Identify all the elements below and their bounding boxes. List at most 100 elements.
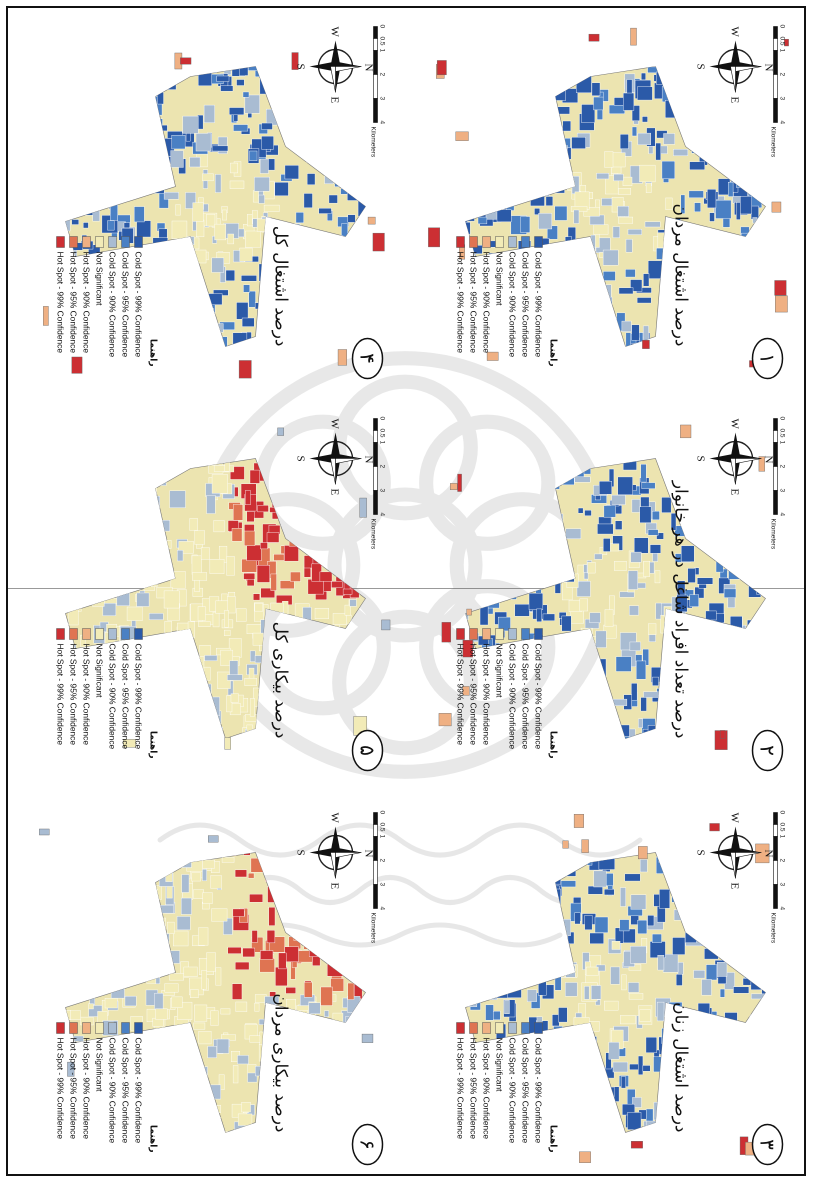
map-block [699, 1095, 713, 1110]
map-block [234, 869, 247, 878]
map-block [136, 901, 147, 915]
scale-unit-label: Kilometers [769, 913, 776, 944]
map-block [713, 1098, 724, 1112]
map-block [222, 1131, 231, 1133]
map-block [67, 563, 81, 580]
legend-swatch [107, 1022, 117, 1034]
map-block [137, 115, 149, 133]
map-block [213, 223, 226, 240]
map-block [723, 588, 736, 598]
map-block [282, 881, 291, 897]
map-block [660, 1028, 668, 1044]
map-block [617, 187, 631, 195]
map-block [170, 996, 182, 1008]
map-block [695, 251, 702, 265]
scale-tick-label: 0 [378, 417, 385, 421]
map-block [65, 124, 69, 142]
map-block [334, 499, 340, 508]
map-block [252, 632, 263, 646]
scale-tick-label: 0.5 [778, 823, 785, 832]
map-block [172, 930, 188, 947]
map-block [760, 982, 765, 996]
map-block [165, 74, 176, 90]
map-block [229, 162, 238, 173]
map-block [671, 889, 678, 903]
map-block [347, 668, 360, 676]
map-block [478, 468, 484, 477]
map-block [187, 621, 195, 638]
legend-item-label: Cold Spot - 99% Confidence [133, 1038, 143, 1144]
map-block [68, 582, 84, 598]
panel-number-badge [751, 337, 783, 379]
map-block [333, 168, 345, 187]
map-block [744, 318, 759, 333]
map-block [296, 243, 308, 260]
map-block [730, 518, 743, 534]
map-block [323, 98, 329, 113]
map-block [713, 1102, 724, 1115]
map-block [344, 87, 359, 103]
scale-tick-label: 0 [778, 24, 785, 28]
legend-swatch [481, 1022, 491, 1034]
map-block [151, 475, 166, 486]
map-block [684, 929, 697, 943]
map-block [527, 185, 538, 198]
map-block [221, 856, 234, 863]
map-block [496, 209, 511, 222]
map-block [197, 69, 212, 86]
map-block [113, 187, 124, 198]
map-block [354, 913, 365, 930]
map-block [560, 880, 576, 888]
map-block [84, 109, 99, 126]
map-block [589, 1047, 595, 1062]
outer-parcel [71, 356, 82, 374]
scale-unit-label: Kilometers [369, 126, 376, 157]
map-block [289, 1076, 300, 1095]
map-block [107, 586, 120, 595]
legend-item-label: Hot Spot - 90% Confidence [481, 644, 491, 746]
compass-n-label: N [762, 63, 774, 71]
map-block [710, 660, 726, 670]
map-block [152, 889, 158, 907]
map-block [232, 504, 243, 521]
legend-swatch [133, 628, 143, 640]
map-block [68, 605, 78, 626]
map-block [212, 611, 219, 628]
map-block [252, 593, 260, 601]
map-block [354, 168, 363, 178]
legend-swatch [481, 628, 491, 640]
map-block [711, 712, 727, 723]
map-block [618, 591, 634, 598]
map-block [203, 655, 217, 661]
legend-item-label: Hot Spot - 99% Confidence [55, 1038, 65, 1140]
map-block [326, 277, 342, 292]
map-block [247, 1127, 257, 1133]
compass-e-label: E [728, 96, 740, 103]
map-block [655, 856, 668, 874]
map-block [350, 870, 363, 878]
legend-swatch [455, 628, 465, 640]
scale-tick-label: 1 [378, 835, 385, 839]
map-block [240, 274, 257, 281]
map-block [565, 857, 575, 867]
map-block [643, 1133, 653, 1139]
map-block [751, 156, 758, 169]
map-block [561, 729, 571, 739]
compass-e-label: E [328, 883, 340, 890]
map-block [527, 898, 538, 910]
map-block [655, 347, 666, 354]
map-block [305, 146, 319, 163]
map-block [571, 716, 577, 729]
map-block [673, 861, 681, 873]
map-block [332, 337, 338, 346]
map-block [65, 565, 69, 578]
map-block [467, 531, 474, 541]
map-block [360, 663, 365, 671]
map-block [700, 235, 711, 247]
map-block [705, 964, 717, 981]
panel-number: ۳ [755, 1139, 779, 1150]
map-block [247, 66, 261, 71]
